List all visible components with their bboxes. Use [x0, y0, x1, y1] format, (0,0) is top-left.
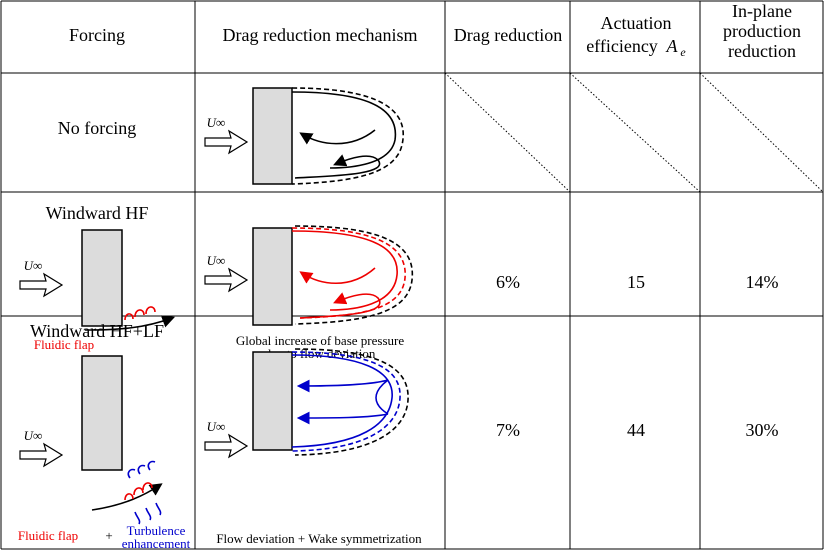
header-cell: Drag reduction — [454, 25, 562, 45]
flow-label: U∞ — [24, 428, 43, 443]
header-cell: In-plane — [732, 1, 792, 21]
figure-table: Forcing Drag reduction mechanism Drag re… — [0, 0, 824, 550]
diagram-actuator-hf: U∞ — [20, 230, 172, 330]
cell-value: 44 — [627, 420, 645, 440]
flow-label: U∞ — [207, 253, 226, 268]
forcing-label: Windward HF — [46, 203, 149, 223]
page: Forcing Drag reduction mechanism Drag re… — [0, 0, 824, 550]
cell-value: 7% — [496, 420, 520, 440]
plus-sign: + — [105, 528, 112, 543]
cell-value: 14% — [746, 272, 779, 292]
forcing-label: Windward HF+LF — [30, 321, 164, 341]
header-cell: Forcing — [69, 25, 125, 45]
turbulence-label: enhancement — [122, 536, 191, 550]
header-symbol: A — [666, 36, 679, 56]
flow-label: U∞ — [207, 419, 226, 434]
cell-value: 30% — [746, 420, 779, 440]
flow-label: U∞ — [207, 115, 226, 130]
header-cell: efficiency — [586, 36, 658, 56]
caption: Flow deviation + Wake symmetrization — [216, 531, 422, 546]
diagram-actuator-hflf: U∞ — [20, 356, 161, 524]
header-cell: production — [723, 21, 801, 41]
diagram-no-forcing: U∞ — [205, 88, 403, 184]
forcing-label: No forcing — [58, 118, 136, 138]
flow-label: U∞ — [24, 258, 43, 273]
header-cell: reduction — [728, 41, 796, 61]
diagram-mechanism-hflf: U∞ — [205, 349, 408, 457]
header-subscript: e — [680, 45, 686, 59]
cell-value: 6% — [496, 272, 520, 292]
cell-value: 15 — [627, 272, 645, 292]
empty-diagonals — [445, 73, 823, 192]
diagram-mechanism-hf: U∞ — [205, 226, 412, 325]
header-cell: Actuation — [601, 13, 672, 33]
actuator-label: Fluidic flap — [18, 528, 78, 543]
header-cell: Drag reduction mechanism — [223, 25, 418, 45]
